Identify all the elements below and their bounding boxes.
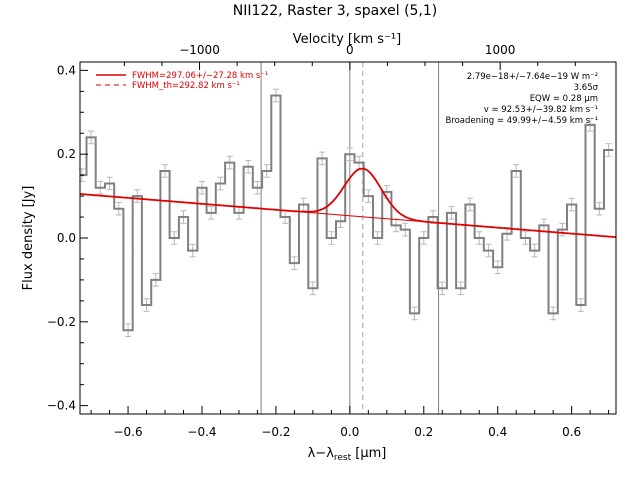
top-tick-label: −1000 — [179, 43, 220, 57]
x-tick-label: −0.6 — [113, 425, 142, 439]
x-tick-label: −0.2 — [261, 425, 290, 439]
legend-label-fwhm: FWHM=297.06+/−27.28 km s⁻¹ — [132, 71, 268, 81]
annotation-eqw: EQW = 0.28 μm — [530, 94, 598, 104]
y-axis-label: Flux density [Jy] — [21, 186, 36, 291]
y-tick-label: −0.4 — [47, 399, 76, 413]
annotation-broadening: Broadening = 49.99+/−4.59 km s⁻¹ — [445, 116, 598, 126]
annotation-velocity: v = 92.53+/−39.82 km s⁻¹ — [484, 105, 598, 115]
x-axis-label: λ−λrest [μm] — [308, 446, 387, 463]
spectrum-line — [80, 94, 614, 332]
y-tick-label: 0.0 — [57, 231, 76, 245]
legend: FWHM=297.06+/−27.28 km s⁻¹ FWHM_th=292.8… — [96, 71, 268, 91]
y-tick-label: −0.2 — [47, 315, 76, 329]
x-axis-ticks: −0.6 −0.4 −0.2 0.0 0.2 0.4 0.6 — [90, 406, 610, 439]
x-tick-label: −0.4 — [187, 425, 216, 439]
top-axis-ticks: −1000 0 1000 — [123, 43, 576, 70]
x-axis-label-main: λ−λ — [308, 446, 335, 461]
annotation-significance: 3.65σ — [574, 83, 599, 93]
x-tick-label: 0.4 — [488, 425, 507, 439]
annotation-flux: 2.79e−18+/−7.64e−19 W m⁻² — [467, 72, 598, 82]
spectrum-series — [80, 94, 614, 332]
top-tick-label: 0 — [346, 43, 354, 57]
x-axis-label-unit: [μm] — [351, 446, 386, 461]
legend-label-fwhm-th: FWHM_th=292.82 km s⁻¹ — [132, 81, 240, 91]
x-tick-label: 0.2 — [414, 425, 433, 439]
chart-title: NII122, Raster 3, spaxel (5,1) — [233, 3, 438, 19]
x-axis-label-sub: rest — [334, 453, 352, 463]
y-tick-label: 0.2 — [57, 147, 76, 161]
gaussian-fit-line — [79, 167, 617, 239]
y-tick-label: 0.4 — [57, 63, 76, 77]
top-axis-label: Velocity [km s⁻¹] — [293, 32, 401, 47]
fit-annotations: 2.79e−18+/−7.64e−19 W m⁻² 3.65σ EQW = 0.… — [445, 72, 598, 126]
top-tick-label: 1000 — [485, 43, 516, 57]
reference-lines — [260, 62, 440, 414]
x-tick-label: 0.6 — [562, 425, 581, 439]
y-axis-ticks: −0.4 −0.2 0.0 0.2 0.4 — [47, 63, 88, 413]
x-tick-label: 0.0 — [340, 425, 359, 439]
fit-series — [79, 167, 617, 239]
